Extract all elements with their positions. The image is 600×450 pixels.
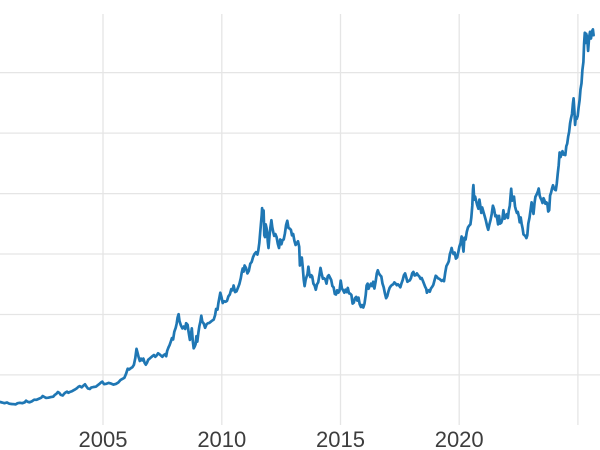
x-tick-label-2020: 2020 [434, 427, 484, 450]
price-line-series-0 [0, 28, 595, 406]
x-tick-label-2015: 2015 [316, 427, 365, 450]
x-tick-label-2010: 2010 [197, 427, 247, 450]
x-tick-label-2005: 2005 [78, 427, 128, 450]
